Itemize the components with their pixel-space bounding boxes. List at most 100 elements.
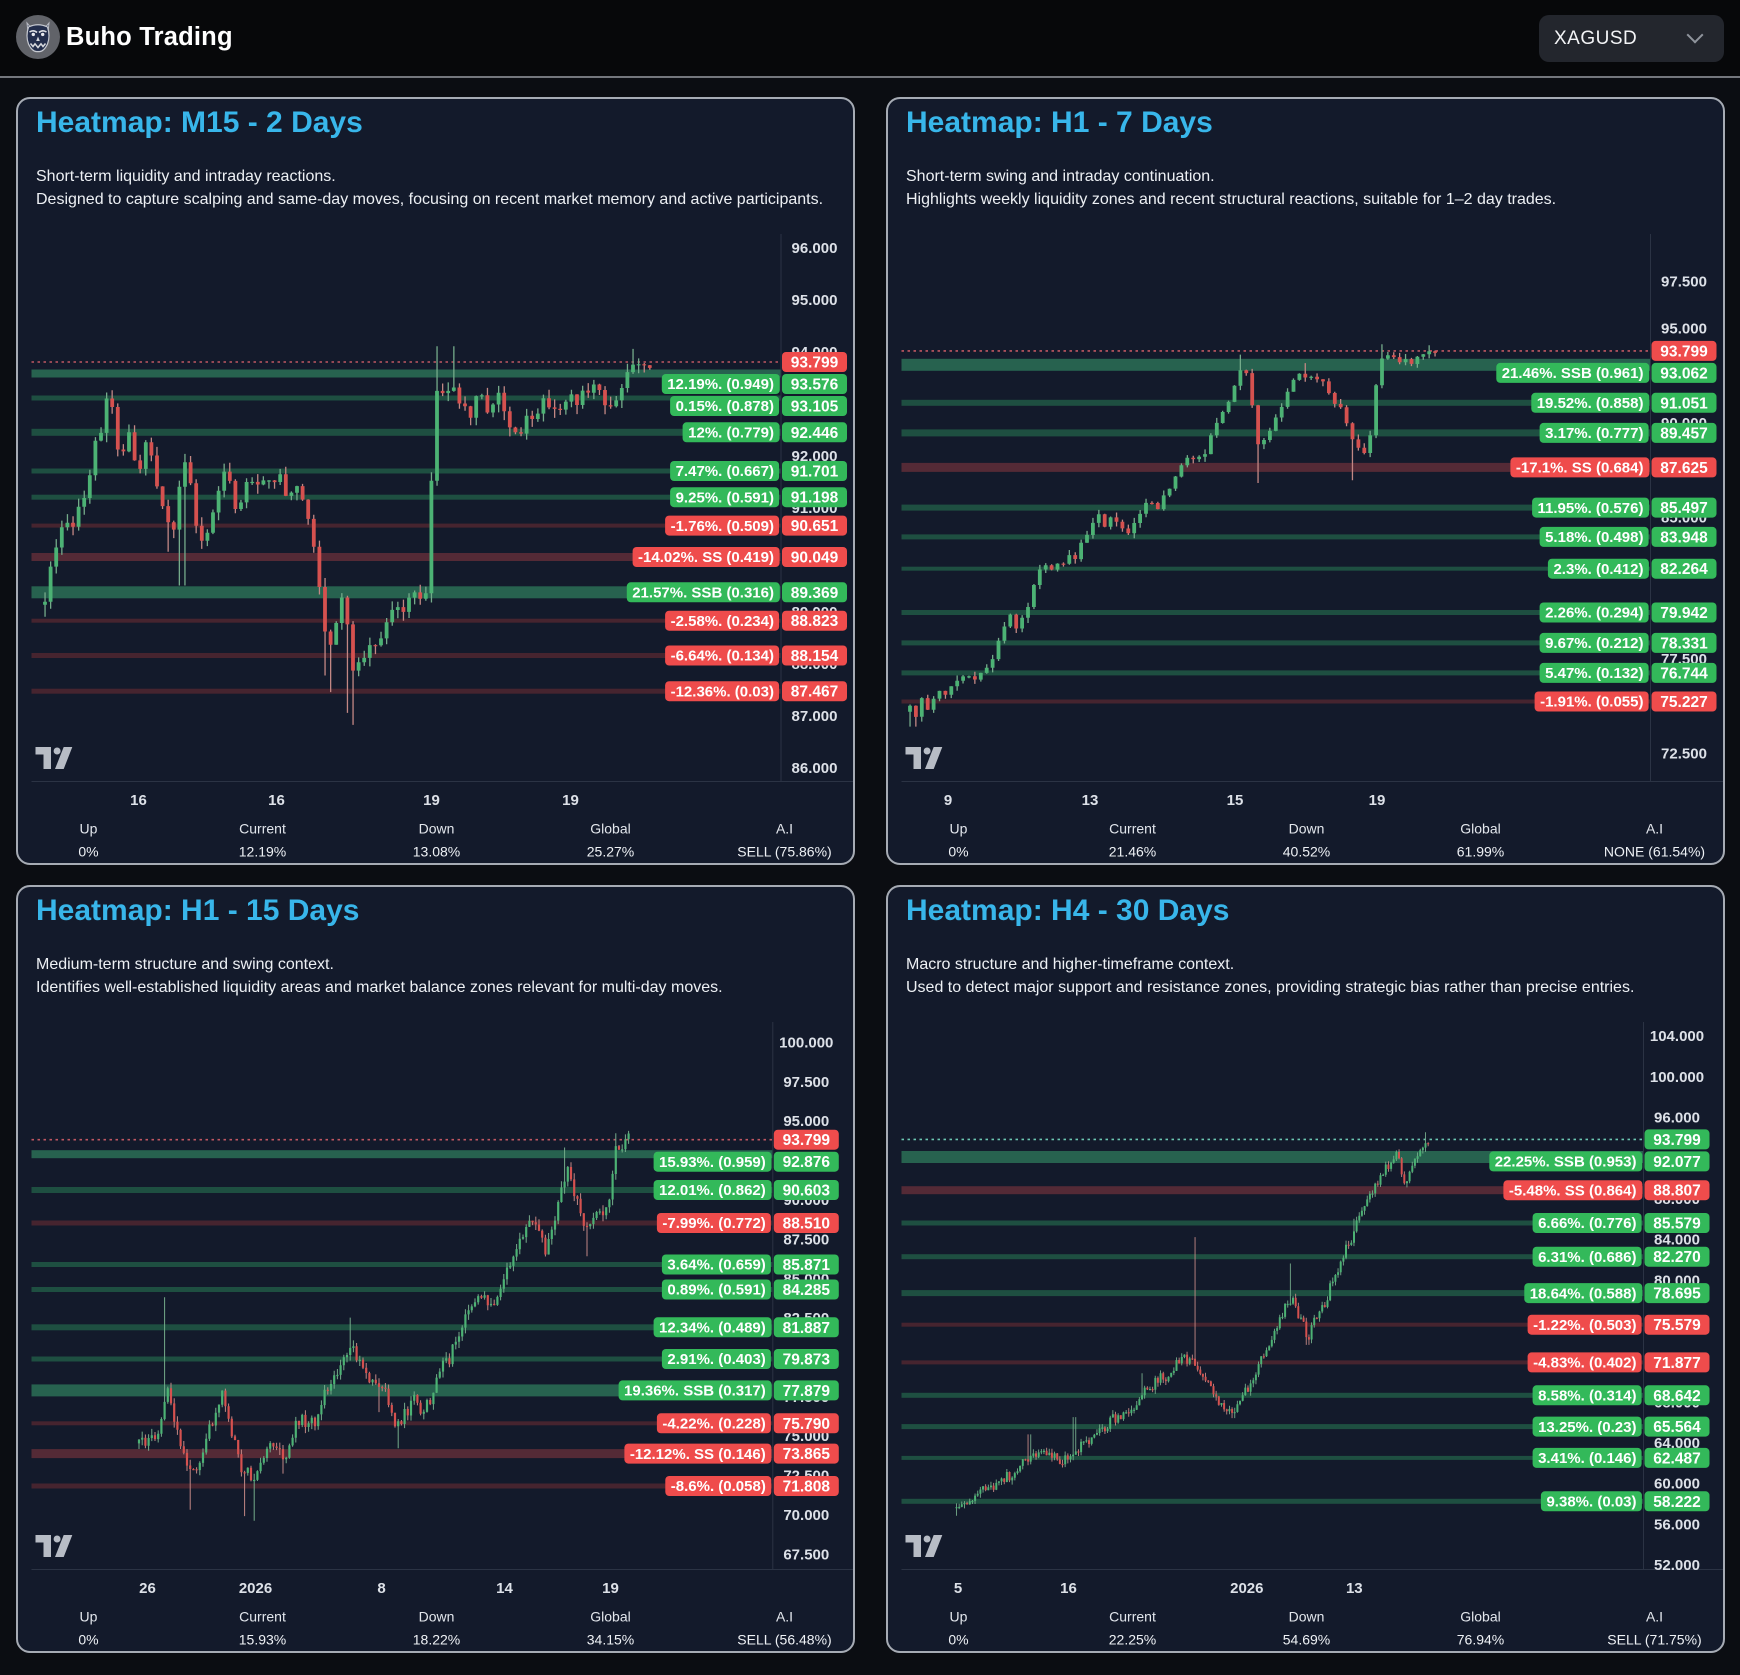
svg-text:2026: 2026 bbox=[1230, 1580, 1263, 1597]
svg-text:56.000: 56.000 bbox=[1654, 1516, 1700, 1533]
svg-text:13.25%. (0.23): 13.25%. (0.23) bbox=[1538, 1419, 1636, 1436]
svg-text:91.701: 91.701 bbox=[791, 464, 839, 481]
svg-text:104.000: 104.000 bbox=[1650, 1028, 1704, 1045]
svg-text:75.227: 75.227 bbox=[1660, 694, 1707, 711]
svg-text:-1.22%. (0.503): -1.22%. (0.503) bbox=[1533, 1317, 1636, 1334]
svg-text:5.47%. (0.132): 5.47%. (0.132) bbox=[1545, 665, 1643, 682]
svg-text:13.08%: 13.08% bbox=[413, 844, 460, 860]
svg-text:Up: Up bbox=[950, 1609, 968, 1625]
svg-text:Global: Global bbox=[590, 821, 630, 837]
svg-text:0%: 0% bbox=[948, 844, 968, 860]
svg-text:-6.64%. (0.134): -6.64%. (0.134) bbox=[671, 648, 774, 665]
svg-text:-7.99%. (0.772): -7.99%. (0.772) bbox=[662, 1215, 765, 1232]
svg-text:NONE (61.54%): NONE (61.54%) bbox=[1604, 844, 1705, 860]
svg-text:90.603: 90.603 bbox=[783, 1183, 831, 1200]
svg-text:Up: Up bbox=[950, 821, 968, 837]
svg-text:75.579: 75.579 bbox=[1653, 1317, 1701, 1334]
svg-text:21.46%. SSB (0.961): 21.46%. SSB (0.961) bbox=[1502, 365, 1644, 382]
svg-text:93.799: 93.799 bbox=[783, 1132, 831, 1149]
svg-text:79.942: 79.942 bbox=[1660, 605, 1707, 622]
svg-text:60.000: 60.000 bbox=[1654, 1476, 1700, 1493]
svg-text:12%. (0.779): 12%. (0.779) bbox=[688, 425, 774, 442]
svg-text:83.948: 83.948 bbox=[1660, 529, 1708, 546]
svg-text:79.873: 79.873 bbox=[783, 1352, 831, 1369]
svg-text:Down: Down bbox=[1289, 1609, 1325, 1625]
svg-text:Current: Current bbox=[239, 1609, 286, 1625]
svg-text:5.18%. (0.498): 5.18%. (0.498) bbox=[1545, 529, 1643, 546]
svg-text:5: 5 bbox=[954, 1580, 962, 1597]
svg-text:84.000: 84.000 bbox=[1654, 1232, 1700, 1249]
svg-text:6.31%. (0.686): 6.31%. (0.686) bbox=[1538, 1249, 1636, 1266]
svg-text:88.154: 88.154 bbox=[791, 648, 839, 665]
svg-text:2.3%. (0.412): 2.3%. (0.412) bbox=[1553, 561, 1643, 578]
svg-text:68.642: 68.642 bbox=[1653, 1388, 1700, 1405]
svg-text:15: 15 bbox=[1227, 792, 1244, 809]
svg-text:3.41%. (0.146): 3.41%. (0.146) bbox=[1538, 1450, 1636, 1467]
svg-text:0.89%. (0.591): 0.89%. (0.591) bbox=[667, 1282, 765, 1299]
svg-text:85.497: 85.497 bbox=[1660, 500, 1707, 517]
svg-text:21.46%: 21.46% bbox=[1109, 844, 1156, 860]
svg-text:14: 14 bbox=[496, 1580, 513, 1597]
svg-text:93.799: 93.799 bbox=[1660, 343, 1708, 360]
svg-text:76.94%: 76.94% bbox=[1457, 1632, 1504, 1648]
svg-text:77.879: 77.879 bbox=[783, 1383, 831, 1400]
svg-text:12.19%. (0.949): 12.19%. (0.949) bbox=[667, 376, 774, 393]
svg-text:93.799: 93.799 bbox=[1653, 1132, 1701, 1149]
svg-text:Current: Current bbox=[1109, 821, 1156, 837]
svg-text:3.17%. (0.777): 3.17%. (0.777) bbox=[1545, 425, 1643, 442]
svg-text:SELL (56.48%): SELL (56.48%) bbox=[737, 1632, 831, 1648]
svg-text:Current: Current bbox=[1109, 1609, 1156, 1625]
svg-text:96.000: 96.000 bbox=[792, 240, 838, 257]
svg-text:82.264: 82.264 bbox=[1660, 561, 1708, 578]
svg-text:9.38%. (0.03): 9.38%. (0.03) bbox=[1546, 1494, 1636, 1511]
svg-text:97.500: 97.500 bbox=[1661, 274, 1707, 291]
svg-text:81.887: 81.887 bbox=[783, 1320, 830, 1337]
svg-text:85.871: 85.871 bbox=[783, 1257, 831, 1274]
svg-text:86.000: 86.000 bbox=[792, 760, 838, 777]
svg-text:7.47%. (0.667): 7.47%. (0.667) bbox=[676, 463, 774, 480]
svg-text:Current: Current bbox=[239, 821, 286, 837]
svg-text:19: 19 bbox=[1369, 792, 1386, 809]
svg-text:91.051: 91.051 bbox=[1660, 395, 1708, 412]
svg-text:3.64%. (0.659): 3.64%. (0.659) bbox=[667, 1257, 765, 1274]
svg-text:Up: Up bbox=[80, 1609, 98, 1625]
svg-text:61.99%: 61.99% bbox=[1457, 844, 1504, 860]
svg-text:87.500: 87.500 bbox=[783, 1231, 829, 1248]
svg-text:92.077: 92.077 bbox=[1653, 1154, 1700, 1171]
svg-text:13: 13 bbox=[1346, 1580, 1363, 1597]
svg-text:16: 16 bbox=[130, 792, 147, 809]
svg-text:19: 19 bbox=[562, 792, 579, 809]
svg-text:88.510: 88.510 bbox=[783, 1216, 830, 1233]
svg-text:-5.48%. SS (0.864): -5.48%. SS (0.864) bbox=[1509, 1182, 1637, 1199]
svg-text:82.270: 82.270 bbox=[1653, 1249, 1700, 1266]
svg-text:76.744: 76.744 bbox=[1660, 665, 1708, 682]
svg-text:93.799: 93.799 bbox=[791, 355, 839, 372]
svg-text:95.000: 95.000 bbox=[792, 292, 838, 309]
svg-text:9.25%. (0.591): 9.25%. (0.591) bbox=[676, 489, 774, 506]
svg-text:-2.58%. (0.234): -2.58%. (0.234) bbox=[671, 613, 774, 630]
svg-text:2.91%. (0.403): 2.91%. (0.403) bbox=[667, 1351, 765, 1368]
svg-text:52.000: 52.000 bbox=[1654, 1557, 1700, 1574]
svg-text:73.865: 73.865 bbox=[783, 1446, 831, 1463]
svg-text:100.000: 100.000 bbox=[779, 1035, 833, 1052]
svg-text:22.25%: 22.25% bbox=[1109, 1632, 1156, 1648]
svg-text:9.67%. (0.212): 9.67%. (0.212) bbox=[1545, 635, 1643, 652]
svg-text:34.15%: 34.15% bbox=[587, 1632, 634, 1648]
svg-text:A.I: A.I bbox=[1646, 1609, 1663, 1625]
svg-text:92.000: 92.000 bbox=[792, 448, 838, 465]
svg-text:SELL (71.75%): SELL (71.75%) bbox=[1607, 1632, 1701, 1648]
svg-text:16: 16 bbox=[268, 792, 285, 809]
svg-text:-12.12%. SS (0.146): -12.12%. SS (0.146) bbox=[630, 1446, 766, 1463]
svg-text:Global: Global bbox=[590, 1609, 630, 1625]
svg-text:-1.91%. (0.055): -1.91%. (0.055) bbox=[1540, 694, 1643, 711]
svg-text:62.487: 62.487 bbox=[1653, 1450, 1700, 1467]
svg-text:88.807: 88.807 bbox=[1653, 1183, 1700, 1200]
svg-text:93.105: 93.105 bbox=[791, 399, 839, 416]
svg-text:0%: 0% bbox=[78, 844, 98, 860]
svg-text:78.695: 78.695 bbox=[1653, 1286, 1701, 1303]
svg-text:75.790: 75.790 bbox=[783, 1416, 830, 1433]
svg-text:92.446: 92.446 bbox=[791, 425, 839, 442]
svg-text:Down: Down bbox=[1289, 821, 1325, 837]
svg-text:91.198: 91.198 bbox=[791, 490, 839, 507]
svg-text:71.877: 71.877 bbox=[1653, 1355, 1700, 1372]
